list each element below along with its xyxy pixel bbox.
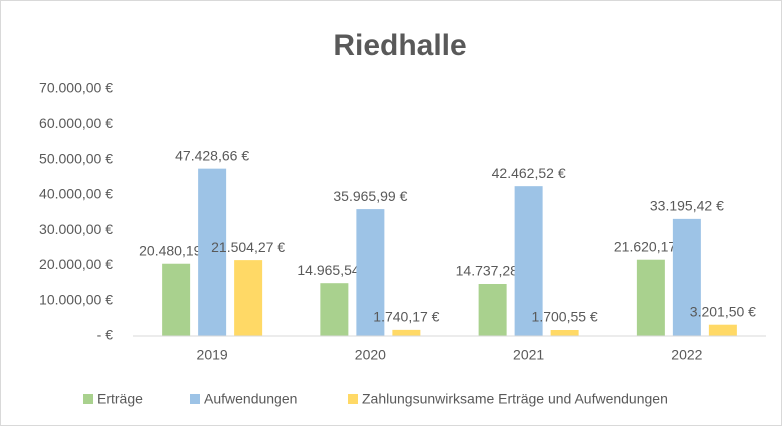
bar <box>514 186 543 336</box>
bar <box>356 209 385 336</box>
value-label: 1.740,17 € <box>373 309 439 325</box>
bar <box>392 329 421 336</box>
value-label: 33.195,42 € <box>650 198 724 214</box>
value-label: 47.428,66 € <box>175 147 249 163</box>
bar <box>636 259 665 336</box>
value-label: 42.462,52 € <box>492 165 566 181</box>
value-label: 3.201,50 € <box>690 303 756 319</box>
bar <box>708 324 737 336</box>
value-label: 14.737,28 € <box>456 263 530 279</box>
legend-label: Aufwendungen <box>204 391 297 407</box>
value-label: 21.504,27 € <box>211 239 285 255</box>
legend-swatch <box>190 394 200 404</box>
y-tick-label: - € <box>97 327 114 343</box>
y-tick-label: 30.000,00 € <box>39 221 113 237</box>
bar <box>234 260 263 336</box>
x-tick-label: 2022 <box>671 347 702 363</box>
value-label: 14.965,54 € <box>297 262 371 278</box>
value-label: 35.965,99 € <box>333 188 407 204</box>
legend-swatch <box>348 394 358 404</box>
bar <box>478 283 507 336</box>
bar <box>162 263 191 336</box>
y-tick-label: 40.000,00 € <box>39 186 113 202</box>
bar <box>672 218 701 336</box>
x-tick-label: 2019 <box>197 347 228 363</box>
y-tick-label: 10.000,00 € <box>39 291 113 307</box>
y-tick-label: 50.000,00 € <box>39 150 113 166</box>
x-tick-label: 2020 <box>355 347 386 363</box>
y-tick-label: 20.000,00 € <box>39 256 113 272</box>
value-label: 21.620,17 € <box>614 238 688 254</box>
bar <box>550 329 579 336</box>
legend-swatch <box>83 394 93 404</box>
chart-title: Riedhalle <box>333 29 466 62</box>
bar <box>198 168 227 336</box>
value-label: 20.480,19 € <box>139 242 213 258</box>
bar <box>320 283 349 336</box>
x-tick-label: 2021 <box>513 347 544 363</box>
y-tick-label: 70.000,00 € <box>39 80 113 96</box>
value-label: 1.700,55 € <box>532 309 598 325</box>
y-tick-label: 60.000,00 € <box>39 115 113 131</box>
legend-label: Erträge <box>97 391 143 407</box>
legend-label: Zahlungsunwirksame Erträge und Aufwendun… <box>362 391 668 407</box>
